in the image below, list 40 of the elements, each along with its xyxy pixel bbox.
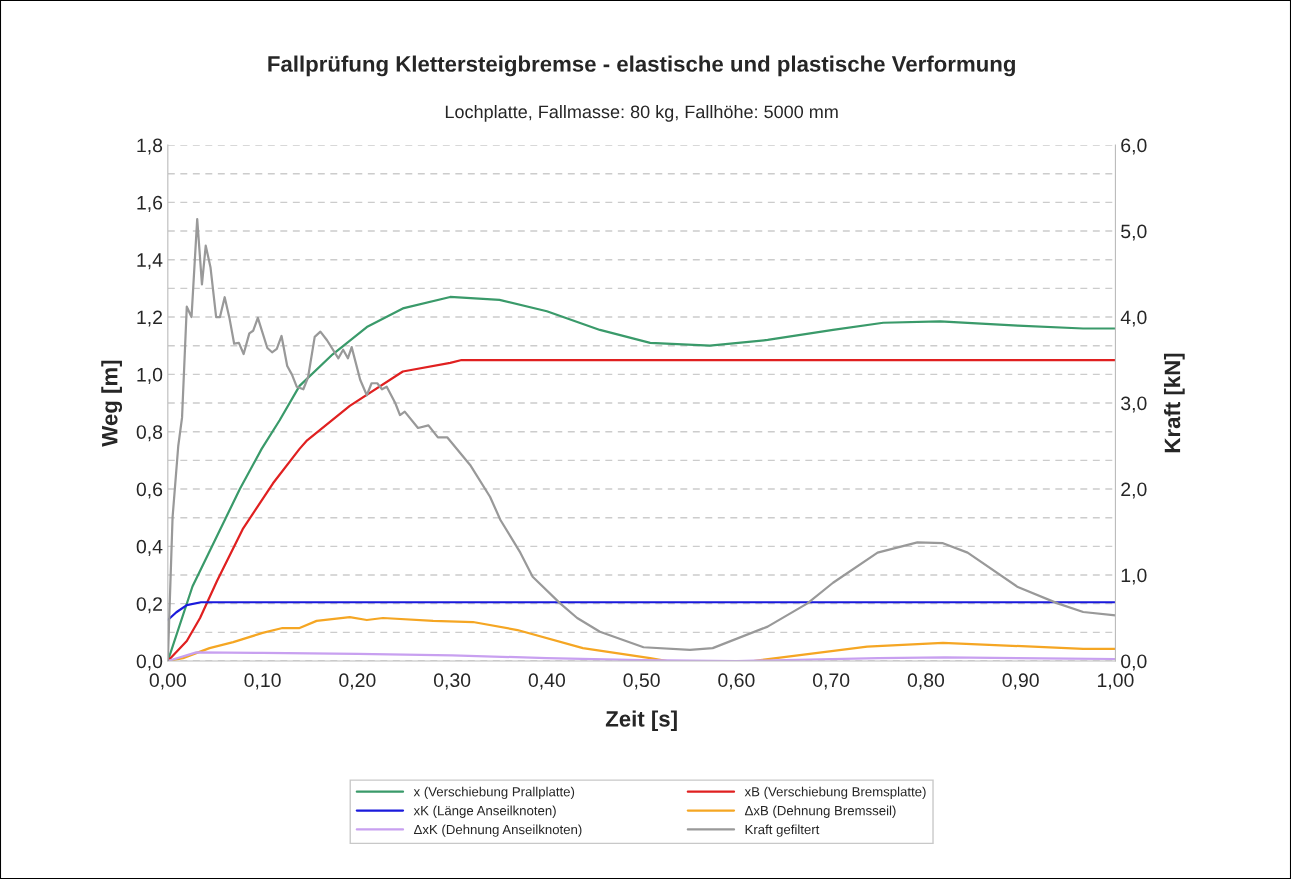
y-tick-label: 1,6 — [137, 195, 163, 212]
x-axis-title: Zeit [s] — [605, 710, 677, 732]
x-tick-label: 0,90 — [1002, 673, 1039, 690]
y-axis-title: Weg [m] — [101, 360, 123, 447]
y2-axis-title: Kraft [kN] — [1163, 353, 1185, 453]
x-tick-label: 1,00 — [1097, 673, 1134, 690]
y2-tick-label: 3,0 — [1121, 396, 1147, 413]
y2-tick-label: 0,0 — [1121, 654, 1147, 671]
x-tick-label: 0,70 — [812, 673, 850, 690]
x-tick-label: 0,60 — [718, 673, 755, 690]
x-tick-label: 0,80 — [907, 673, 945, 690]
legend-label: xB (Verschiebung Bremsplatte) — [744, 786, 926, 800]
legend-label: xK (Länge Anseilknoten) — [413, 805, 556, 818]
legend-label: ΔxK (Dehnung Anseilknoten) — [413, 824, 582, 837]
y-tick-label: 1,2 — [137, 310, 162, 327]
x-tick-label: 0,10 — [244, 673, 281, 690]
chart-title: Fallprüfung Klettersteigbremse - elastische und plastische Verformung — [268, 55, 1015, 77]
legend-label: ΔxB (Dehnung Bremsseil) — [744, 805, 896, 818]
y-tick-label: 0,2 — [136, 597, 162, 614]
y2-tick-label: 1,0 — [1121, 568, 1147, 585]
legend-label: Kraft gefiltert — [745, 824, 820, 837]
y-tick-label: 0,0 — [136, 654, 163, 671]
y-tick-label: 1,4 — [137, 253, 163, 270]
chart-subtitle: Lochplatte, Fallmasse: 80 kg, Fallhöhe: 5000 mm — [445, 104, 838, 122]
y-tick-label: 0,4 — [136, 539, 163, 556]
line-series — [167, 601, 1116, 622]
x-tick-label: 0,00 — [149, 673, 186, 690]
y-tick-label: 1,8 — [137, 138, 163, 155]
y2-tick-label: 2,0 — [1121, 482, 1147, 499]
y2-tick-label: 6,0 — [1121, 138, 1147, 155]
y-tick-label: 1,0 — [137, 367, 163, 384]
x-tick-label: 0,30 — [433, 673, 471, 690]
x-tick-label: 0,50 — [623, 673, 660, 690]
legend-label: x (Verschiebung Prallplatte) — [413, 786, 575, 800]
y2-tick-label: 5,0 — [1121, 224, 1147, 241]
x-tick-label: 0,40 — [528, 673, 566, 690]
y-tick-label: 0,8 — [136, 425, 163, 442]
y2-tick-label: 4,0 — [1120, 310, 1147, 327]
y-tick-label: 0,6 — [136, 482, 163, 499]
x-tick-label: 0,20 — [339, 673, 376, 690]
